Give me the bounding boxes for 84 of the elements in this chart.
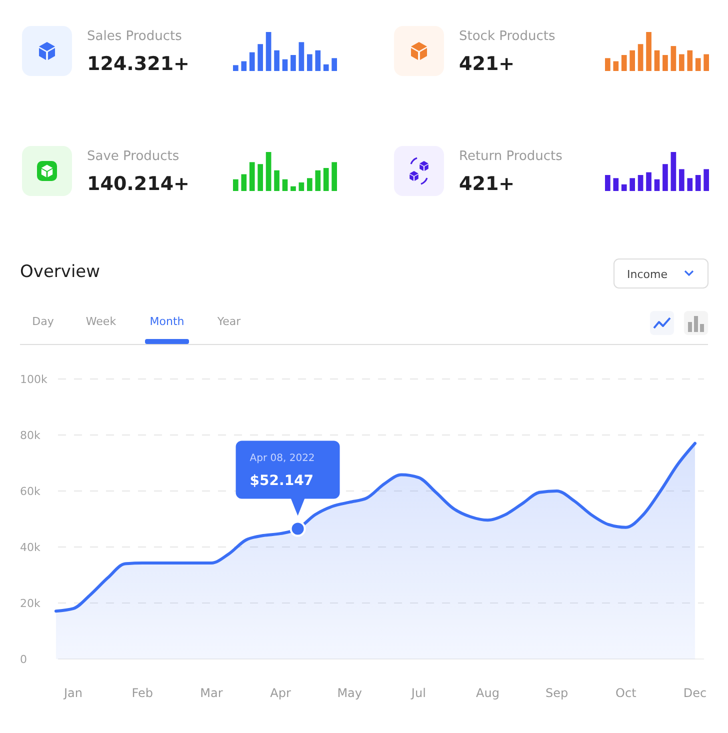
bar bbox=[266, 32, 272, 71]
x-tick-label: Aug bbox=[476, 686, 500, 700]
bar bbox=[233, 179, 238, 191]
text: Year bbox=[216, 315, 242, 328]
bar bbox=[282, 179, 288, 191]
bar bbox=[315, 170, 321, 191]
text: Month bbox=[150, 315, 184, 328]
x-tick-label: Mar bbox=[200, 686, 223, 700]
bar bbox=[687, 50, 693, 71]
bar bbox=[695, 175, 701, 191]
x-tick-label: Oct bbox=[616, 686, 637, 700]
bar bbox=[621, 184, 627, 191]
bar bbox=[678, 54, 684, 71]
bar bbox=[704, 169, 709, 191]
chart-title: Return Products bbox=[459, 149, 563, 164]
annotation: $52.147 bbox=[250, 472, 314, 489]
chart-title: Save Products bbox=[87, 149, 180, 164]
bar bbox=[258, 164, 264, 191]
bar bbox=[241, 174, 247, 191]
text: Week bbox=[86, 315, 117, 328]
bar bbox=[646, 32, 652, 71]
bar bbox=[654, 50, 660, 71]
bar bbox=[621, 55, 627, 71]
bar bbox=[704, 54, 709, 71]
bar bbox=[670, 152, 676, 191]
x-tick-label: Sep bbox=[546, 686, 568, 700]
bar bbox=[249, 162, 255, 191]
bar bbox=[670, 46, 676, 71]
bar bbox=[306, 54, 312, 71]
bar bbox=[241, 61, 247, 71]
y-tick-label: 80k bbox=[20, 428, 41, 442]
bar bbox=[605, 58, 610, 71]
text: 421+ bbox=[459, 173, 515, 195]
text: 124.321+ bbox=[87, 53, 190, 75]
x-tick-label: Apr bbox=[270, 686, 291, 700]
bar bbox=[290, 186, 296, 191]
y-tick-label: 40k bbox=[20, 540, 41, 554]
x-tick-label: Feb bbox=[132, 686, 153, 700]
y-tick-label: 60k bbox=[20, 484, 41, 498]
bar bbox=[274, 170, 280, 191]
bar bbox=[332, 162, 337, 191]
bar bbox=[654, 179, 660, 191]
bar bbox=[695, 58, 701, 71]
bar bbox=[630, 178, 636, 191]
text: Income bbox=[627, 268, 668, 281]
chart-title: Sales Products bbox=[87, 29, 182, 44]
bar bbox=[638, 44, 644, 71]
bar bbox=[249, 52, 255, 71]
bar bbox=[323, 64, 329, 71]
chart-title: Overview bbox=[20, 262, 100, 282]
x-tick-label: Jul bbox=[410, 686, 426, 700]
bar bbox=[258, 44, 264, 71]
bar bbox=[687, 178, 693, 191]
annotation: Apr 08, 2022 bbox=[250, 452, 315, 464]
bar bbox=[290, 55, 296, 71]
bar bbox=[298, 182, 304, 191]
bar bbox=[298, 42, 304, 71]
y-tick-label: 0 bbox=[20, 652, 27, 666]
bar bbox=[613, 178, 619, 191]
chart-title: Stock Products bbox=[459, 29, 556, 44]
bar bbox=[630, 50, 636, 71]
bar bbox=[306, 178, 312, 191]
text: 140.214+ bbox=[87, 173, 190, 195]
bar bbox=[323, 168, 329, 191]
bar bbox=[678, 169, 684, 191]
text: Day bbox=[32, 315, 54, 328]
text: 421+ bbox=[459, 53, 515, 75]
bar bbox=[315, 50, 321, 71]
bar bbox=[646, 172, 652, 191]
x-tick-label: Jan bbox=[63, 686, 83, 700]
bar bbox=[613, 61, 619, 71]
x-tick-label: May bbox=[337, 686, 362, 700]
bar bbox=[662, 55, 668, 71]
bar bbox=[638, 175, 644, 191]
x-tick-label: Dec bbox=[683, 686, 707, 700]
bar bbox=[662, 164, 668, 191]
y-tick-label: 100k bbox=[20, 372, 48, 386]
bar bbox=[274, 50, 280, 71]
bar bbox=[266, 152, 272, 191]
bar bbox=[233, 65, 238, 71]
bar bbox=[605, 175, 610, 191]
bar bbox=[282, 59, 288, 71]
y-tick-label: 20k bbox=[20, 596, 41, 610]
bar bbox=[332, 58, 337, 71]
